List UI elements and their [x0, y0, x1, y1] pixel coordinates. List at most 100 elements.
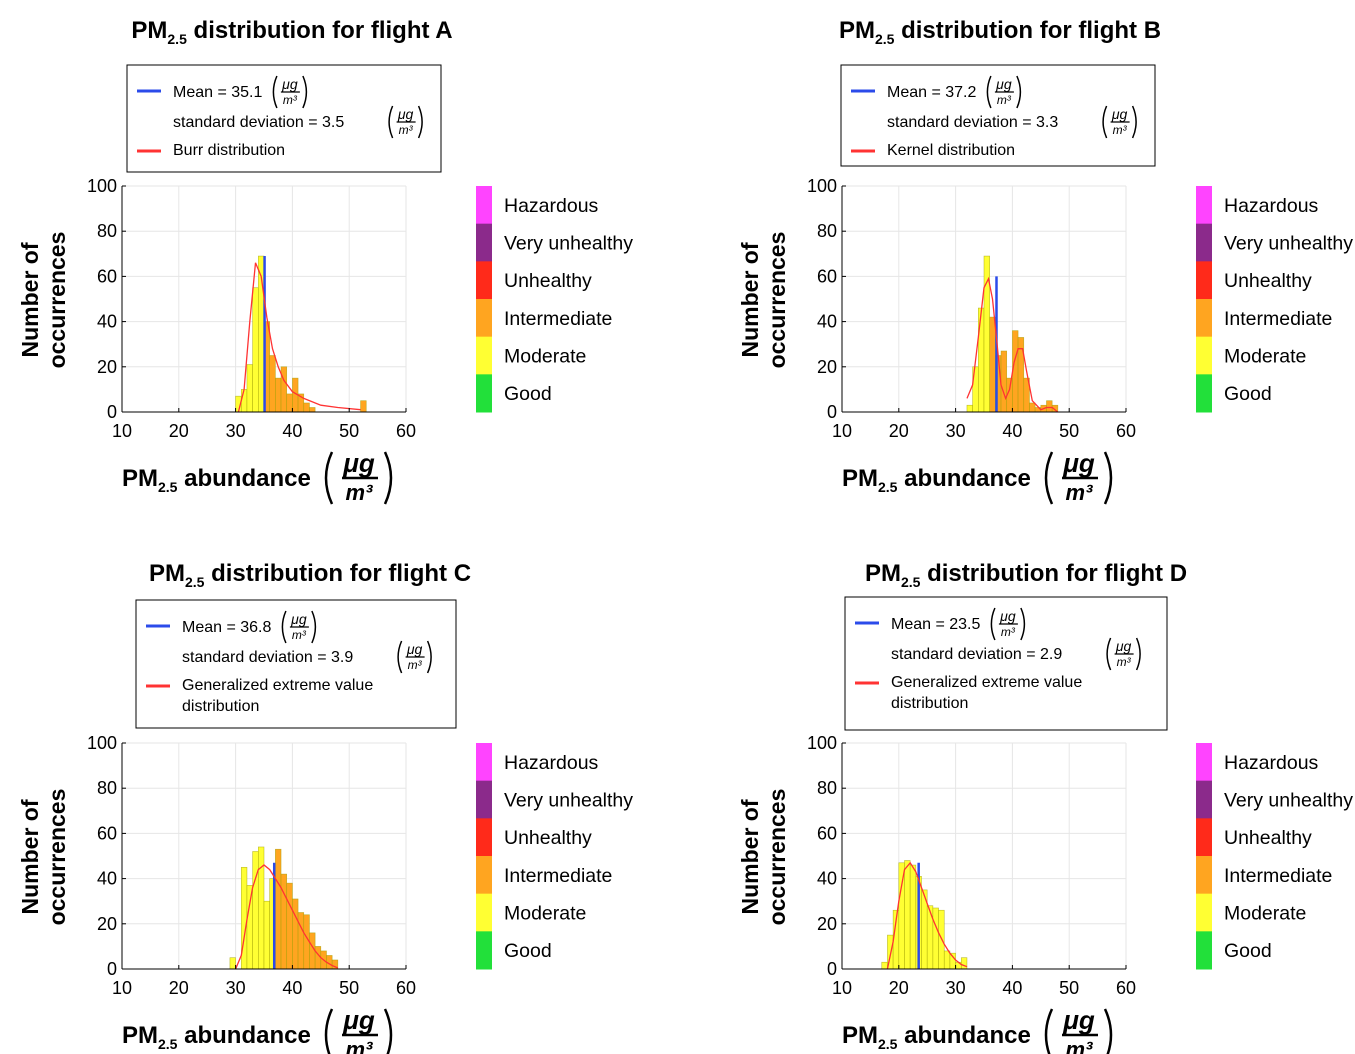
legend-sd-unit-paren-left	[1102, 105, 1108, 139]
histogram-bar	[314, 946, 322, 970]
x-unit-paren-left	[324, 451, 334, 505]
x-tick-label: 40	[282, 421, 302, 441]
legend-fit-label: Generalized extreme value	[182, 677, 373, 694]
x-axis-label: PM2.5 abundance	[122, 465, 311, 495]
x-tick-label: 60	[396, 978, 416, 998]
colorbar-label: Good	[504, 940, 552, 962]
x-unit-numerator: μg	[342, 1005, 375, 1035]
colorbar-segment-intermediate	[1196, 299, 1212, 338]
legend-mean-unit-num: μg	[281, 76, 298, 92]
y-tick-label: 40	[817, 312, 837, 332]
y-tick-label: 0	[827, 402, 837, 422]
chart-panel-a: PM2.5 distribution for flight A 10 20 30 40 5…	[17, 17, 633, 505]
x-unit-denominator: m³	[1066, 480, 1094, 505]
x-unit-denominator: m³	[346, 480, 374, 505]
legend-mean-label: Mean = 36.8	[182, 619, 272, 636]
y-tick-label: 100	[87, 733, 117, 753]
chart-title: PM2.5 distribution for flight C	[149, 560, 471, 590]
x-tick-label: 60	[1116, 421, 1136, 441]
colorbar-segment-moderate	[1196, 893, 1212, 932]
x-tick-label: 60	[1116, 978, 1136, 998]
colorbar-segment-unhealthy	[1196, 261, 1212, 300]
legend-sd-label: standard deviation = 3.3	[887, 114, 1058, 131]
y-tick-label: 100	[807, 733, 837, 753]
colorbar-segment-intermediate	[476, 299, 492, 338]
fit-curve	[886, 861, 968, 970]
colorbar-segment-hazardous	[1196, 186, 1212, 225]
x-tick-label: 20	[889, 421, 909, 441]
legend-sd-unit-num: μg	[397, 106, 414, 122]
histogram-bar	[960, 957, 968, 970]
legend-box	[135, 599, 457, 729]
colorbar-segment-moderate	[476, 336, 492, 375]
y-axis-label: Number ofoccurrences	[737, 232, 790, 369]
x-tick-label: 40	[1002, 421, 1022, 441]
colorbar-segment-very-unhealthy	[1196, 780, 1212, 819]
colorbar-label: Good	[1224, 940, 1272, 962]
legend-fit-label: distribution	[891, 695, 968, 712]
legend-mean-unit-den: m³	[283, 93, 298, 107]
histogram-bar	[881, 961, 888, 970]
y-tick-label: 100	[807, 176, 837, 196]
histogram-bar	[246, 364, 253, 413]
legend-fit-label: distribution	[182, 698, 259, 715]
histogram-bar	[303, 914, 310, 970]
colorbar-segment-unhealthy	[476, 818, 492, 857]
legend-mean-unit-paren-left	[281, 610, 287, 644]
legend-sd-label: standard deviation = 3.5	[173, 114, 344, 131]
y-axis-label: Number ofoccurrences	[737, 789, 790, 926]
histogram-bar	[252, 287, 259, 413]
x-axis-label: PM2.5 abundance	[122, 1022, 311, 1052]
legend-sd-unit-paren-right	[417, 105, 423, 139]
colorbar-segment-hazardous	[476, 186, 492, 225]
histogram-bar	[1000, 350, 1008, 413]
histogram-bar	[909, 864, 917, 970]
legend-fit-label: Generalized extreme value	[891, 674, 1082, 691]
y-tick-label: 60	[817, 823, 837, 843]
plot-area	[842, 743, 1126, 969]
histogram-bar	[978, 307, 985, 413]
x-tick-label: 30	[946, 978, 966, 998]
legend-sd-unit-paren-left	[1106, 637, 1112, 671]
legend-box	[840, 64, 1156, 167]
histogram-bar	[275, 377, 282, 413]
x-tick-label: 20	[169, 978, 189, 998]
legend-mean-unit-num: μg	[290, 611, 307, 627]
colorbar-label: Hazardous	[504, 195, 599, 217]
histogram-bar	[949, 952, 956, 970]
colorbar-label: Intermediate	[504, 308, 612, 330]
x-tick-label: 50	[1059, 978, 1079, 998]
colorbar-segment-intermediate	[1196, 856, 1212, 895]
x-unit-numerator: μg	[342, 448, 375, 478]
colorbar-segment-hazardous	[1196, 743, 1212, 782]
histogram-bar	[263, 900, 270, 970]
legend-sd-unit-paren-left	[397, 640, 403, 674]
colorbar-segment-moderate	[1196, 336, 1212, 375]
x-unit-paren-right	[1103, 1008, 1113, 1054]
legend-mean-unit-paren-right	[302, 75, 308, 109]
legend-mean-label: Mean = 37.2	[887, 84, 977, 101]
colorbar-segment-good	[476, 374, 492, 413]
y-tick-label: 80	[97, 778, 117, 798]
y-tick-label: 0	[827, 959, 837, 979]
y-tick-label: 20	[97, 357, 117, 377]
legend-sd-unit-den: m³	[399, 123, 414, 137]
colorbar-label: Unhealthy	[504, 270, 592, 292]
x-tick-label: 20	[169, 421, 189, 441]
x-axis-label: PM2.5 abundance	[842, 465, 1031, 495]
legend-sd-unit-paren-right	[1135, 637, 1141, 671]
histogram-bar	[275, 848, 282, 970]
y-tick-label: 40	[97, 869, 117, 889]
colorbar-label: Very unhealthy	[1224, 233, 1353, 255]
legend-mean-unit-paren-right	[311, 610, 317, 644]
x-tick-label: 50	[339, 421, 359, 441]
x-unit-denominator: m³	[346, 1037, 374, 1054]
colorbar-label: Hazardous	[504, 752, 599, 774]
legend-sd-unit-den: m³	[408, 658, 423, 672]
x-unit-paren-right	[383, 451, 393, 505]
legend-fit-label: Burr distribution	[173, 142, 285, 159]
y-tick-label: 20	[817, 357, 837, 377]
legend-mean-unit-paren-left	[272, 75, 278, 109]
legend-mean-unit-den: m³	[1001, 625, 1016, 639]
